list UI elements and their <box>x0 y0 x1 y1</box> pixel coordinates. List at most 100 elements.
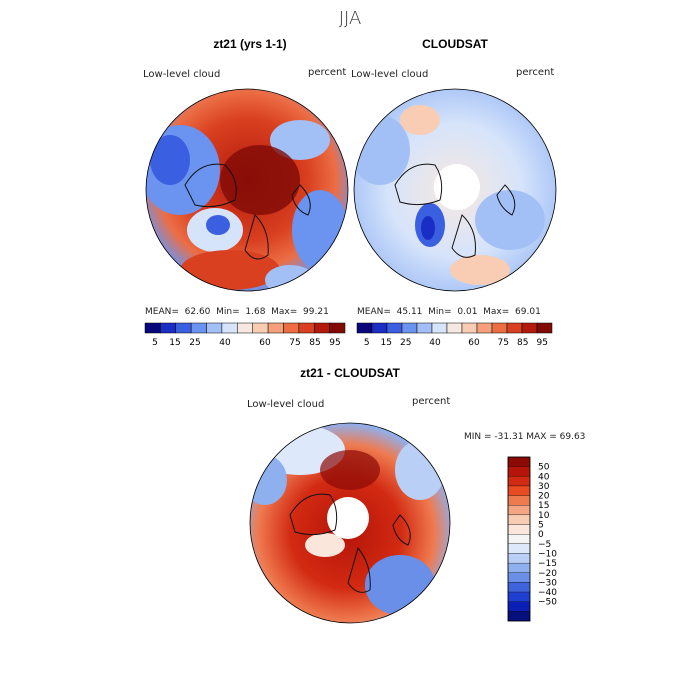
colorbar-swatch <box>461 322 478 334</box>
colorbar-swatch <box>160 322 177 334</box>
colorbar-tick-label: 5 <box>364 338 370 348</box>
colorbar-tick-label: 25 <box>400 338 411 348</box>
colorbar-swatch <box>144 322 161 334</box>
panel2-stats: MEAN= 45.11 Min= 0.01 Max= 69.01 <box>357 307 541 317</box>
colorbar-tick-label: 50 <box>538 463 550 473</box>
colorbar-tick-label: −15 <box>538 559 557 569</box>
panel2-title: CLOUDSAT <box>422 37 488 51</box>
colorbar-swatch <box>507 485 531 496</box>
colorbar-swatch <box>313 322 330 334</box>
mean-value: 45.11 <box>396 307 423 317</box>
abs-colorbar-1: 5 15 25 40 60 75 85 95 <box>144 322 346 348</box>
colorbar-tick-label: 40 <box>429 338 441 348</box>
colorbar-swatch <box>507 534 531 544</box>
colorbar-swatch <box>536 322 553 334</box>
colorbar-tick-label: 95 <box>537 338 548 348</box>
colorbar-swatch <box>507 611 531 622</box>
panel1-variable: Low-level cloud <box>143 69 221 80</box>
colorbar-tick-label: 40 <box>219 338 231 348</box>
colorbar-swatch <box>507 505 531 516</box>
panel2-map <box>354 89 556 291</box>
panel1-map <box>146 89 348 291</box>
colorbar-swatch <box>507 591 531 602</box>
max-label: Max= <box>483 307 510 317</box>
panel2-units: percent <box>516 67 555 78</box>
colorbar-tick-label: 15 <box>381 338 392 348</box>
colorbar-tick-label: −10 <box>538 549 557 559</box>
colorbar-tick-label: 15 <box>538 501 549 511</box>
colorbar-swatch <box>356 322 373 334</box>
colorbar-tick-label: 15 <box>169 338 180 348</box>
mean-label: MEAN= <box>357 307 391 317</box>
colorbar-swatch <box>521 322 538 334</box>
colorbar-tick-label: 25 <box>189 338 200 348</box>
colorbar-swatch <box>507 476 531 487</box>
colorbar-tick-label: −20 <box>538 569 557 579</box>
colorbar-swatch <box>507 495 531 506</box>
abs-colorbar-2: 5 15 25 40 60 75 85 95 <box>356 322 553 348</box>
panel2-variable: Low-level cloud <box>351 69 429 80</box>
colorbar-tick-label: 75 <box>498 338 509 348</box>
colorbar-swatch <box>283 322 300 334</box>
min-label: Min= <box>216 307 240 317</box>
min-value: 0.01 <box>457 307 478 317</box>
panel1-title: zt21 (yrs 1-1) <box>213 37 287 51</box>
colorbar-swatch <box>507 572 531 583</box>
mean-value: 62.60 <box>184 307 211 317</box>
colorbar-swatch <box>507 466 531 477</box>
colorbar-swatch <box>507 553 531 564</box>
colorbar-tick-label: 0 <box>538 530 544 540</box>
max-value: 99.21 <box>303 307 329 317</box>
colorbar-swatch <box>252 322 269 334</box>
max-value: 69.01 <box>515 307 541 317</box>
colorbar-tick-label: 60 <box>468 338 480 348</box>
diff-title: zt21 - CLOUDSAT <box>300 366 400 380</box>
colorbar-tick-label: 85 <box>309 338 320 348</box>
min-value: 1.68 <box>245 307 266 317</box>
colorbar-swatch <box>507 582 531 593</box>
colorbar-swatch <box>371 322 388 334</box>
colorbar-swatch <box>446 322 463 334</box>
colorbar-tick-label: 5 <box>538 521 544 531</box>
colorbar-swatch <box>507 601 531 612</box>
colorbar-swatch <box>175 322 192 334</box>
colorbar-tick-label: 60 <box>259 338 271 348</box>
panel1-units: percent <box>308 67 347 78</box>
colorbar-tick-label: −50 <box>538 598 557 608</box>
colorbar-swatch <box>416 322 433 334</box>
diff-minmax: MIN = -31.31 MAX = 69.63 <box>464 432 586 442</box>
season-title: JJA <box>338 8 362 29</box>
colorbar-swatch <box>329 322 346 334</box>
colorbar-swatch <box>190 322 207 334</box>
mean-label: MEAN= <box>145 307 179 317</box>
colorbar-tick-label: 40 <box>538 472 550 482</box>
colorbar-swatch <box>507 524 531 535</box>
colorbar-tick-label: 95 <box>329 338 340 348</box>
diff-variable: Low-level cloud <box>247 399 325 410</box>
colorbar-swatch <box>507 456 531 467</box>
colorbar-swatch <box>491 322 508 334</box>
max-label: Max= <box>271 307 298 317</box>
colorbar-swatch <box>431 322 448 334</box>
diff-units: percent <box>412 396 451 407</box>
colorbar-swatch <box>506 322 523 334</box>
colorbar-tick-label: −5 <box>538 540 551 550</box>
colorbar-tick-label: 85 <box>517 338 528 348</box>
colorbar-swatch <box>237 322 253 334</box>
colorbar-swatch <box>267 322 284 334</box>
colorbar-swatch <box>206 322 223 334</box>
colorbar-tick-label: −30 <box>538 578 557 588</box>
diff-map <box>250 423 450 623</box>
colorbar-swatch <box>507 562 531 573</box>
colorbar-swatch <box>386 322 403 334</box>
min-label: Min= <box>428 307 452 317</box>
colorbar-swatch <box>401 322 418 334</box>
colorbar-tick-label: 10 <box>538 511 550 521</box>
colorbar-tick-label: −40 <box>538 588 557 598</box>
colorbar-swatch <box>476 322 493 334</box>
colorbar-swatch <box>298 322 315 334</box>
colorbar-tick-label: 75 <box>289 338 300 348</box>
panel1-stats: MEAN= 62.60 Min= 1.68 Max= 99.21 <box>145 307 329 317</box>
